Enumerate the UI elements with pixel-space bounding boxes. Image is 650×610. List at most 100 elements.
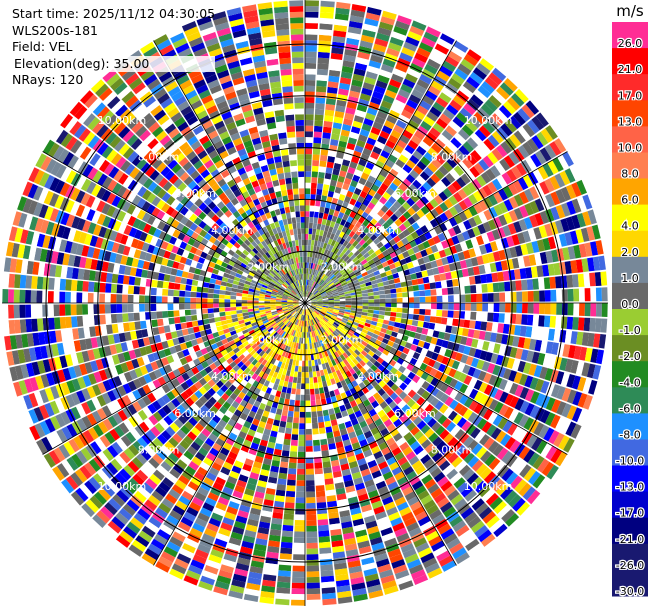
range-gate: [294, 199, 300, 206]
range-gate: [186, 278, 193, 286]
range-gate: [317, 315, 323, 320]
range-gate: [380, 427, 390, 437]
range-gate: [310, 313, 314, 320]
range-gate: [403, 466, 414, 476]
range-gate: [462, 328, 469, 337]
range-gate: [364, 479, 375, 488]
range-gate: [426, 384, 435, 394]
range-gate: [562, 344, 571, 358]
range-gate: [322, 409, 329, 417]
range-gate: [320, 311, 326, 315]
range-gate: [368, 306, 375, 310]
range-gate: [522, 486, 536, 501]
range-gate: [483, 384, 494, 396]
range-gate: [333, 388, 340, 396]
range-gate: [360, 331, 367, 338]
range-gate: [395, 409, 405, 419]
range-gate: [283, 519, 294, 526]
range-gate: [310, 388, 315, 395]
range-gate: [504, 393, 514, 406]
range-gate: [320, 0, 335, 8]
range-gate: [391, 466, 403, 476]
range-gate: [302, 360, 305, 367]
range-gate: [436, 550, 451, 562]
range-gate: [374, 418, 383, 427]
range-gate: [337, 356, 343, 363]
range-gate: [359, 320, 366, 326]
range-gate: [285, 490, 296, 498]
range-gate: [458, 529, 473, 542]
range-gate: [425, 530, 440, 542]
range-gate: [305, 80, 316, 86]
range-gate: [339, 323, 346, 328]
range-gate: [274, 6, 288, 14]
range-gate: [336, 326, 343, 332]
range-gate: [363, 325, 370, 331]
range-gate: [540, 340, 548, 353]
range-gate: [278, 472, 288, 480]
range-gate: [589, 317, 596, 332]
range-gate: [291, 434, 299, 441]
range-gate: [448, 410, 458, 421]
range-gate: [54, 317, 61, 330]
range-gate: [301, 228, 305, 234]
range-gate: [287, 381, 293, 389]
range-gate: [460, 507, 474, 520]
range-gate: [403, 377, 412, 386]
range-gate: [317, 329, 321, 335]
range-gate: [524, 389, 535, 402]
range-gate: [601, 303, 608, 317]
range-gate: [99, 282, 106, 293]
range-gate: [291, 177, 298, 184]
range-gate: [593, 333, 601, 348]
range-gate: [305, 377, 310, 384]
range-gate: [327, 437, 335, 445]
range-gate: [535, 393, 546, 407]
range-gate: [349, 361, 356, 368]
range-gate: [452, 414, 463, 425]
range-gate: [296, 383, 301, 390]
range-gate: [432, 330, 440, 338]
range-gate: [191, 320, 199, 327]
range-gate: [356, 305, 363, 309]
range-gate: [526, 314, 534, 326]
range-gate: [319, 12, 334, 19]
range-gate: [590, 303, 597, 317]
range-gate: [330, 316, 337, 321]
range-gate: [310, 199, 316, 206]
range-gate: [566, 374, 576, 388]
range-gate: [375, 456, 386, 465]
range-gate: [276, 587, 291, 594]
range-gate: [492, 444, 504, 457]
range-gate: [179, 310, 186, 317]
range-gate: [556, 401, 567, 416]
range-gate: [373, 505, 385, 515]
range-gate: [173, 303, 180, 310]
range-gate: [342, 439, 351, 447]
range-gate: [174, 323, 182, 331]
range-gate: [577, 317, 585, 331]
range-gate: [307, 256, 310, 263]
range-gate: [430, 309, 437, 316]
range-gate: [292, 428, 299, 435]
range-gate: [297, 371, 302, 378]
range-gate: [478, 330, 486, 340]
range-gate: [295, 114, 304, 121]
range-gate: [317, 410, 323, 417]
range-gate: [321, 218, 327, 226]
range-gate: [374, 384, 382, 392]
range-gate: [311, 182, 317, 189]
range-gate: [305, 355, 308, 361]
range-gate: [150, 295, 157, 303]
range-gate: [528, 470, 541, 485]
range-gate: [443, 365, 452, 375]
range-gate: [330, 340, 336, 347]
range-gate: [377, 364, 386, 372]
range-gate: [560, 372, 570, 387]
range-gate: [332, 323, 338, 329]
range-gate: [314, 317, 319, 323]
range-gate: [282, 86, 293, 93]
range-gate: [298, 360, 302, 367]
range-gate: [218, 294, 225, 299]
range-gate: [299, 423, 305, 430]
